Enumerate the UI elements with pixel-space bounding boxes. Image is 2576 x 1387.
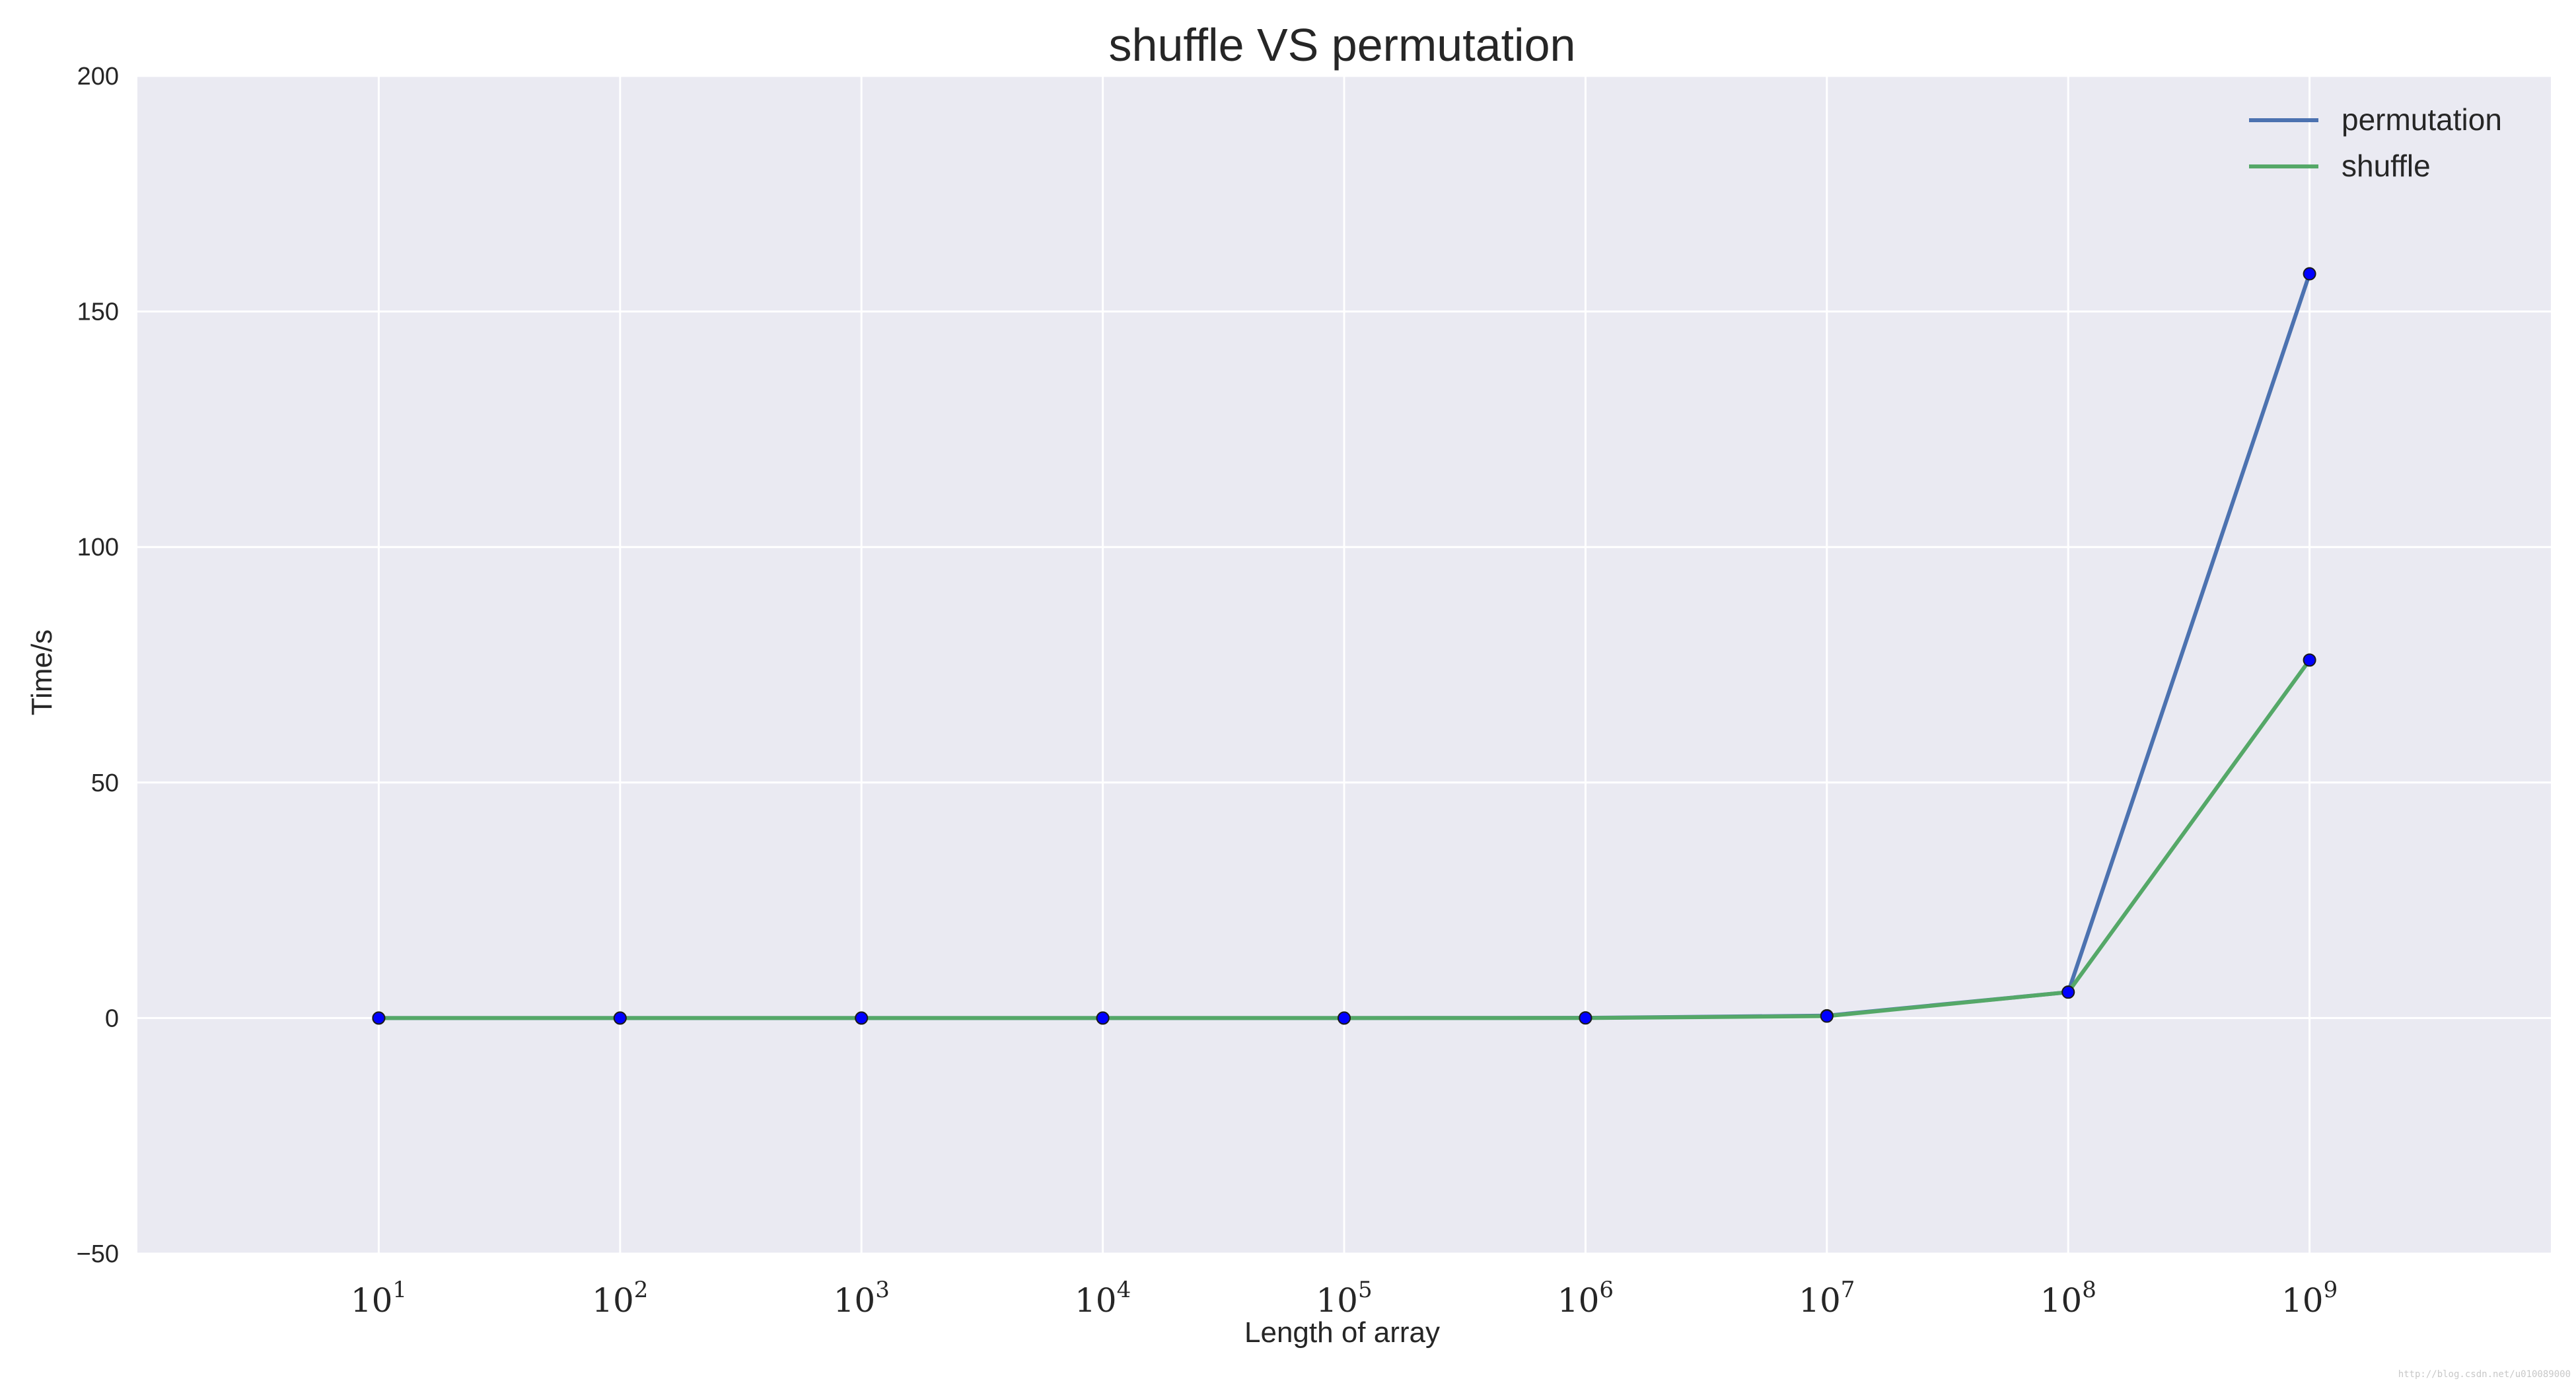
x-tick-label: 103 (834, 1277, 890, 1320)
x-tick-base: 10 (2281, 1281, 2324, 1320)
x-tick-base: 10 (351, 1281, 393, 1320)
y-axis-label: Time/s (26, 629, 58, 715)
y-tick-label: 200 (77, 63, 119, 90)
x-tick-label: 101 (351, 1277, 407, 1320)
x-tick-label: 108 (2040, 1277, 2096, 1320)
legend-item-permutation[interactable]: permutation (2249, 102, 2502, 137)
x-tick-exponent: 1 (392, 1277, 407, 1303)
legend-label: shuffle (2342, 149, 2431, 183)
x-tick-exponent: 7 (1841, 1277, 1855, 1303)
data-point-shuffle (855, 1011, 869, 1025)
x-tick-base: 10 (2040, 1281, 2083, 1320)
x-tick-label: 106 (1557, 1277, 1614, 1320)
x-tick-label: 109 (2281, 1277, 2338, 1320)
x-axis-ticks: 101 102 103 104 105 106 107 108 109 (351, 1277, 2338, 1320)
x-tick-exponent: 6 (1599, 1277, 1614, 1303)
legend-item-shuffle[interactable]: shuffle (2249, 149, 2431, 183)
data-point-shuffle (2061, 985, 2075, 999)
x-tick-base: 10 (1075, 1281, 1117, 1320)
x-tick-base: 10 (1316, 1281, 1358, 1320)
x-tick-exponent: 5 (1358, 1277, 1373, 1303)
y-tick-label: −50 (77, 1240, 119, 1268)
x-tick-base: 10 (1799, 1281, 1841, 1320)
data-point-shuffle (1338, 1011, 1351, 1025)
x-tick-exponent: 2 (634, 1277, 649, 1303)
data-point-shuffle (1820, 1009, 1834, 1023)
y-tick-label: 50 (91, 769, 119, 797)
x-tick-label: 104 (1075, 1277, 1131, 1320)
legend[interactable]: permutation shuffle (2249, 102, 2502, 183)
y-tick-label: 100 (77, 534, 119, 561)
data-point-shuffle (2303, 653, 2316, 667)
x-tick-exponent: 9 (2324, 1277, 2338, 1303)
y-tick-label: 150 (77, 299, 119, 326)
watermark: http://blog.csdn.net/u010089000 (2398, 1369, 2571, 1380)
data-point-shuffle (613, 1011, 627, 1025)
data-point-shuffle (372, 1011, 386, 1025)
x-tick-label: 107 (1799, 1277, 1855, 1320)
x-tick-exponent: 8 (2082, 1277, 2096, 1303)
data-point-permutation (2303, 267, 2316, 281)
x-tick-base: 10 (592, 1281, 634, 1320)
x-tick-base: 10 (1557, 1281, 1600, 1320)
data-point-shuffle (1579, 1011, 1592, 1025)
y-axis-ticks: −50 0 50 100 150 200 (77, 63, 119, 1268)
data-markers (372, 267, 2316, 1025)
x-axis-label: Length of array (1244, 1316, 1440, 1349)
x-tick-label: 102 (592, 1277, 648, 1320)
x-tick-label: 105 (1316, 1277, 1372, 1320)
legend-label: permutation (2342, 102, 2502, 137)
x-tick-base: 10 (834, 1281, 876, 1320)
data-point-shuffle (1096, 1011, 1110, 1025)
x-tick-exponent: 3 (875, 1277, 890, 1303)
x-tick-exponent: 4 (1117, 1277, 1131, 1303)
y-tick-label: 0 (105, 1005, 119, 1032)
chart-title: shuffle VS permutation (1109, 19, 1576, 71)
